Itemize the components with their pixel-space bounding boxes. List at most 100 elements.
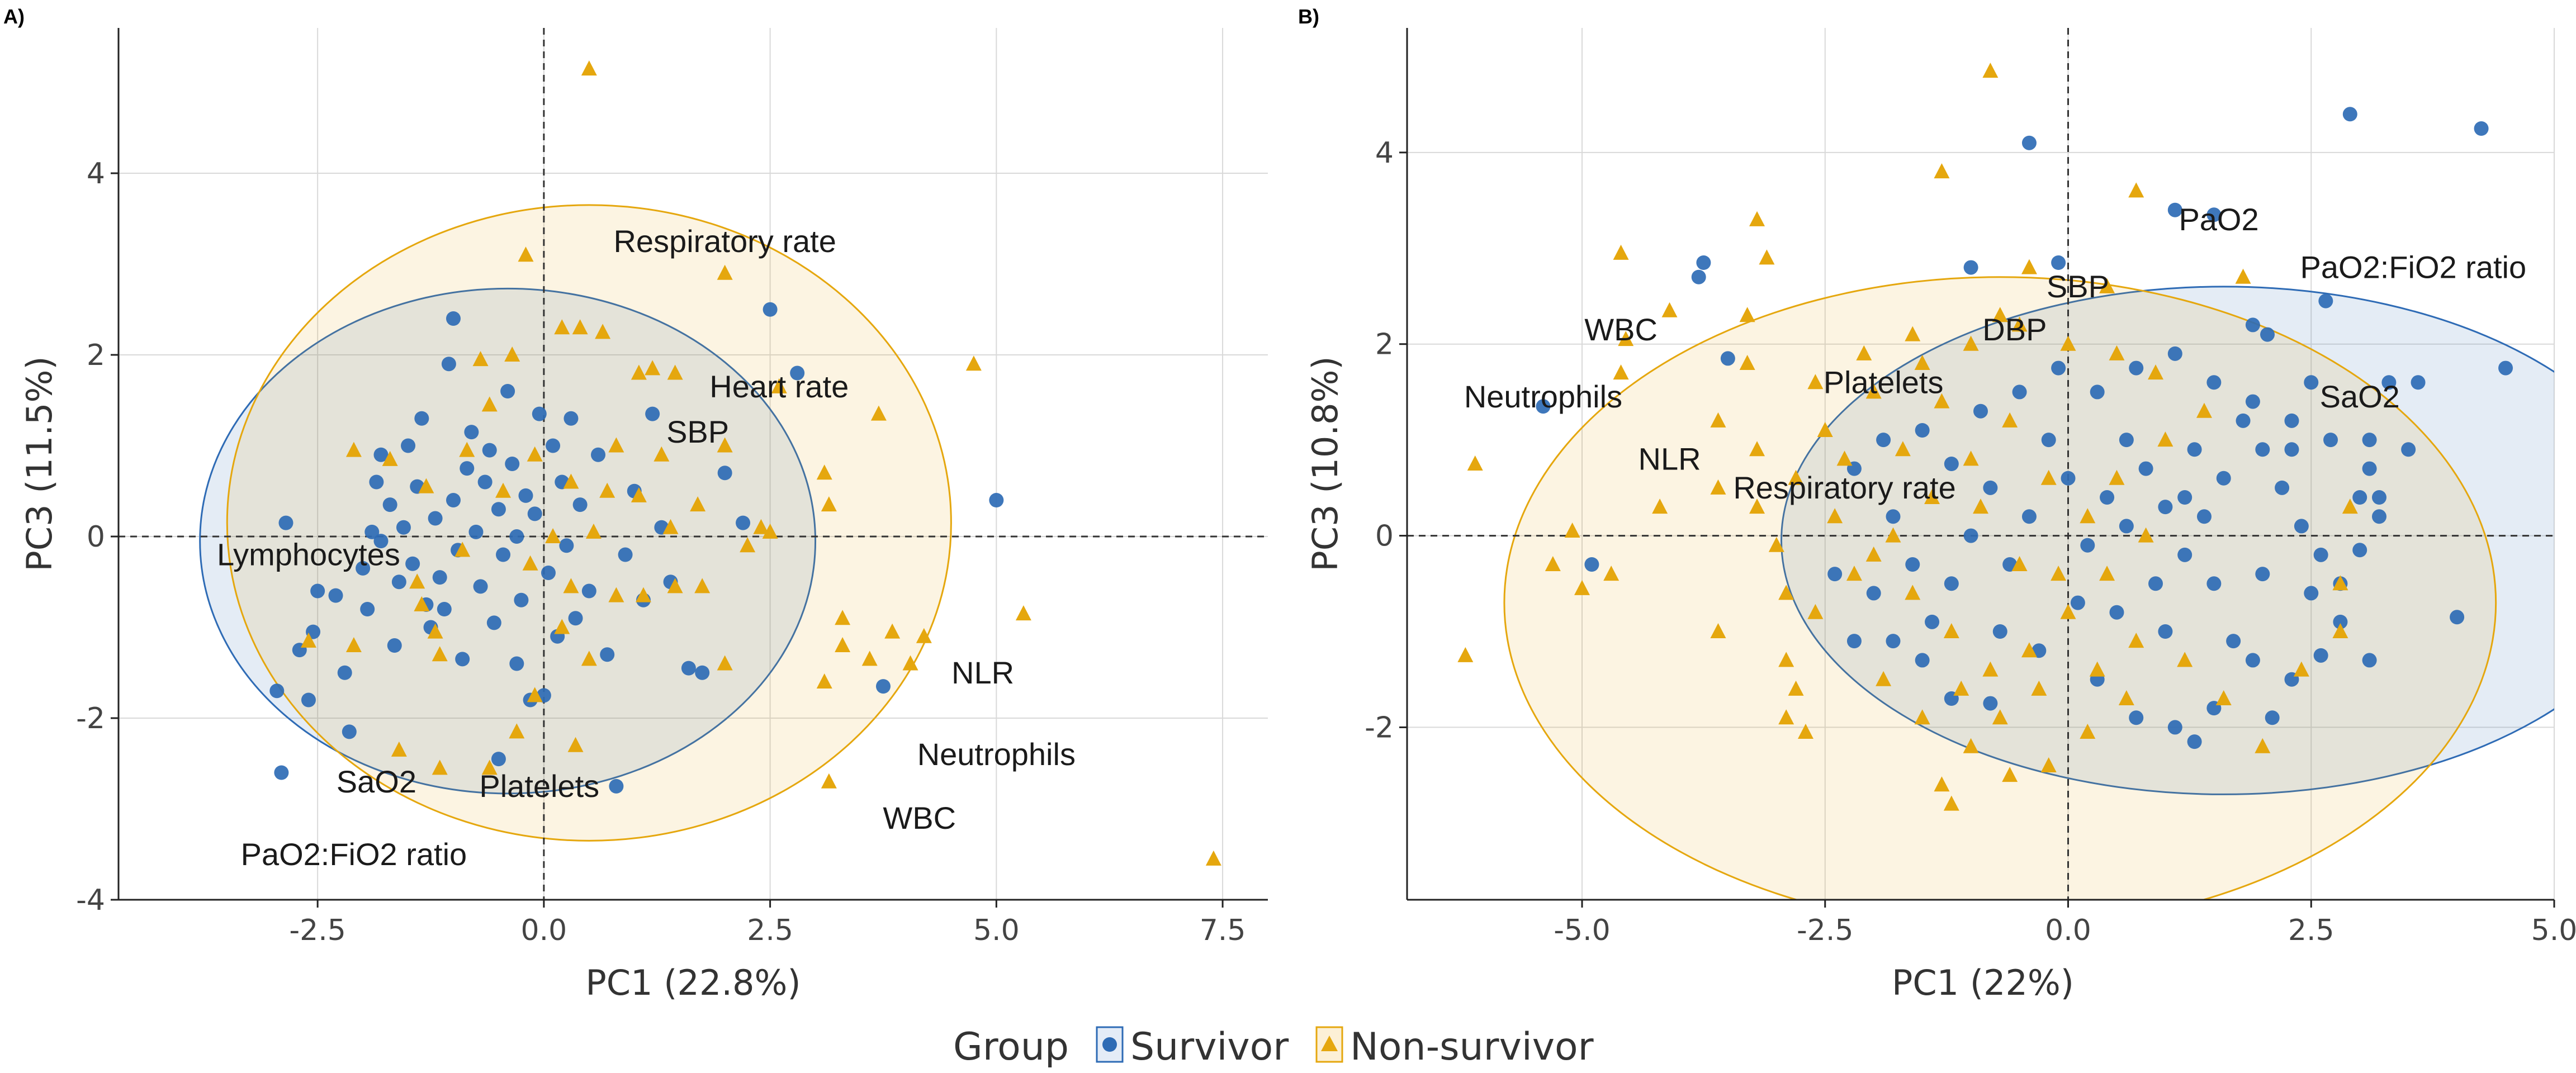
nonsurvivor-point	[1865, 546, 1882, 562]
variable-label: SBP	[666, 414, 729, 449]
survivor-point	[1696, 255, 1711, 270]
nonsurvivor-point	[1982, 661, 1999, 677]
x-tick-label: 7.5	[1200, 914, 1246, 947]
nonsurvivor-point	[821, 496, 837, 512]
survivor-point	[2381, 375, 2397, 390]
x-tick-label: 0.0	[2045, 914, 2091, 947]
survivor-point	[455, 652, 470, 667]
nonsurvivor-point	[554, 619, 570, 634]
survivor-point	[2362, 461, 2377, 476]
survivor-point	[382, 497, 397, 512]
survivor-point	[736, 515, 751, 530]
nonsurvivor-point	[1963, 450, 1979, 466]
survivor-point	[2177, 490, 2193, 505]
nonsurvivor-point	[2128, 633, 2144, 648]
survivor-point	[369, 474, 384, 490]
nonsurvivor-point	[2148, 364, 2164, 380]
survivor-point	[2109, 605, 2124, 620]
survivor-point	[1973, 403, 1988, 419]
nonsurvivor-point	[581, 60, 597, 76]
survivor-point	[2187, 734, 2202, 749]
y-tick-label: 4	[87, 157, 105, 191]
survivor-point	[2041, 433, 2056, 448]
nonsurvivor-point	[2215, 690, 2232, 705]
y-tick-label: 2	[1375, 328, 1394, 362]
legend-label-survivor: Survivor	[1130, 1025, 1289, 1069]
survivor-point	[581, 583, 596, 599]
nonsurvivor-point	[1778, 652, 1794, 667]
panel-a-label: A)	[3, 5, 25, 28]
x-tick-label: 5.0	[2531, 914, 2576, 947]
survivor-point	[505, 457, 520, 471]
survivor-point	[2294, 519, 2309, 534]
survivor-point	[310, 583, 325, 599]
nonsurvivor-point	[884, 623, 901, 639]
survivor-point	[546, 438, 561, 453]
survivor-point	[2070, 595, 2085, 610]
nonsurvivor-point	[1934, 776, 1950, 792]
panel-b-points	[1457, 63, 2513, 811]
survivor-point	[428, 511, 443, 526]
survivor-point	[464, 425, 479, 440]
survivor-point	[2148, 576, 2163, 591]
survivor-point	[2362, 433, 2377, 448]
survivor-point	[1944, 457, 1959, 471]
variable-label: WBC	[1584, 312, 1658, 347]
survivor-point	[414, 411, 429, 426]
survivor-point	[446, 311, 461, 326]
nonsurvivor-point	[2060, 604, 2076, 619]
survivor-point	[2401, 442, 2416, 457]
nonsurvivor-point	[1778, 585, 1794, 600]
panel-a-axes	[111, 28, 1268, 908]
nonsurvivor-point	[821, 773, 837, 789]
survivor-point	[1846, 634, 1862, 649]
variable-label: PaO2	[2179, 202, 2258, 237]
survivor-point	[509, 529, 524, 544]
survivor-point	[373, 534, 389, 549]
survivor-point	[1915, 653, 1930, 668]
variable-label: Respiratory rate	[1733, 470, 1955, 505]
panel-a-y-axis-title: PC3 (11.5%)	[19, 356, 60, 571]
survivor-point	[2450, 610, 2465, 625]
nonsurvivor-point	[1924, 489, 1940, 504]
nonsurvivor-point	[563, 578, 579, 594]
nonsurvivor-point	[2128, 182, 2144, 198]
nonsurvivor-point	[1934, 393, 1950, 409]
nonsurvivor-point	[391, 741, 407, 757]
variable-label: Neutrophils	[1464, 379, 1622, 414]
survivor-point	[391, 575, 406, 590]
nonsurvivor-point	[1661, 302, 1678, 317]
variable-label: SBP	[2047, 269, 2109, 304]
nonsurvivor-point	[1618, 331, 1634, 346]
survivor-point	[2187, 442, 2202, 457]
survivor-point	[2080, 538, 2095, 553]
nonsurvivor-point	[599, 482, 615, 498]
survivor-point	[2333, 614, 2348, 629]
x-tick-label: -5.0	[1554, 914, 1610, 947]
survivor-point	[2061, 471, 2076, 486]
variable-label: Platelets	[1824, 364, 1944, 400]
survivor-point	[2051, 255, 2066, 270]
variable-label: Respiratory rate	[613, 224, 836, 259]
nonsurvivor-point	[2332, 623, 2348, 638]
survivor-point	[717, 466, 732, 481]
nonsurvivor-point	[554, 319, 570, 335]
nonsurvivor-point	[1467, 455, 1483, 471]
survivor-point	[401, 438, 416, 453]
nonsurvivor-point	[2342, 498, 2358, 514]
survivor-point	[1992, 624, 2007, 639]
survivor-point	[618, 547, 633, 562]
nonsurvivor-confidence-ellipse	[226, 204, 952, 842]
nonsurvivor-point	[2109, 469, 2125, 485]
variable-label: PaO2:FiO2 ratio	[241, 837, 467, 872]
survivor-point	[405, 556, 420, 571]
nonsurvivor-point	[667, 364, 683, 380]
survivor-point	[2474, 121, 2489, 136]
survivor-point	[328, 588, 343, 603]
survivor-point	[482, 443, 497, 458]
nonsurvivor-point	[654, 446, 670, 462]
nonsurvivor-point	[717, 437, 733, 453]
nonsurvivor-point	[645, 360, 661, 376]
